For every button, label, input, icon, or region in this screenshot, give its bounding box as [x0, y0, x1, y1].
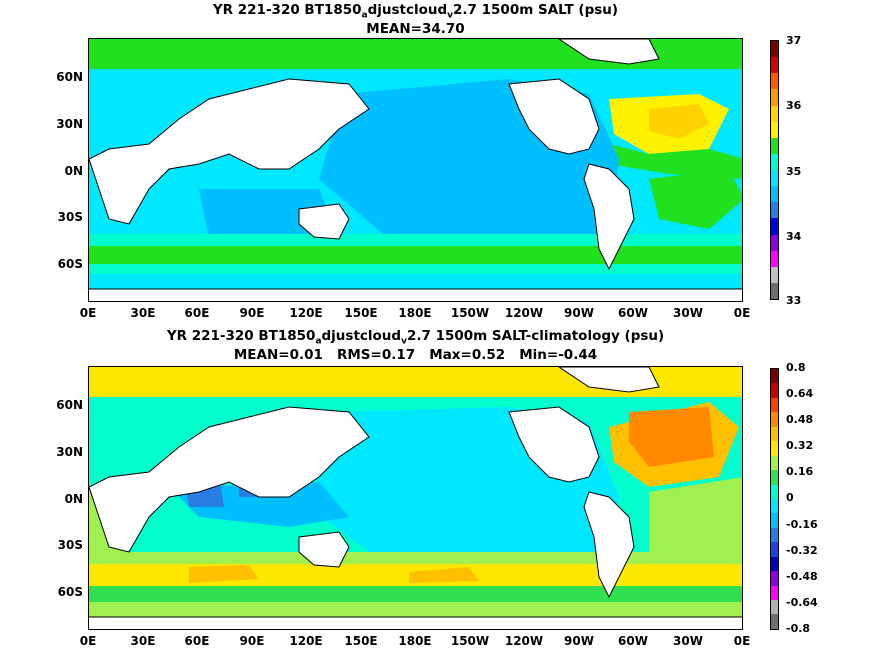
lon-label: 60E: [184, 634, 210, 648]
lon-label: 60W: [618, 634, 648, 648]
colorbar-segment: [771, 369, 778, 384]
colorbar-segment: [771, 266, 778, 283]
colorbar-segment: [771, 202, 778, 219]
colorbar-label: 0.8: [786, 361, 806, 374]
lat-label: 60N: [56, 398, 83, 412]
colorbar-segment: [771, 600, 778, 615]
panel-1-stats: MEAN=34.70: [366, 21, 465, 37]
lon-label: 150W: [450, 634, 490, 648]
colorbar-label: -0.64: [786, 596, 818, 609]
colorbar-segment: [771, 556, 778, 572]
lon-label: 120W: [504, 634, 544, 648]
lon-label: 60E: [184, 306, 210, 320]
colorbar-segment: [771, 234, 778, 251]
colorbar-segment: [771, 89, 778, 106]
colorbar-segment: [771, 137, 778, 154]
colorbar-segment: [771, 41, 778, 58]
lon-label: 0E: [79, 306, 97, 320]
colorbar-segment: [771, 470, 778, 485]
colorbar-label: 0.48: [786, 413, 814, 426]
colorbar-segment: [771, 498, 778, 514]
lat-label: 30N: [56, 445, 83, 459]
lon-label: 0E: [733, 306, 751, 320]
colorbar-label: -0.32: [786, 544, 818, 557]
lon-label: 120E: [289, 306, 323, 320]
colorbar-segment: [771, 527, 778, 543]
colorbar-segment: [771, 170, 778, 187]
lon-label: 90W: [564, 634, 594, 648]
lon-label: 0E: [79, 634, 97, 648]
lon-label: 90W: [564, 306, 594, 320]
colorbar-segment: [771, 218, 778, 235]
lon-label: 30W: [673, 306, 703, 320]
salinity-map: [88, 38, 743, 302]
colorbar-label: -0.48: [786, 570, 818, 583]
colorbar-label: -0.8: [786, 622, 811, 635]
colorbar-label: 0.32: [786, 439, 814, 452]
colorbar-label: -0.16: [786, 518, 818, 531]
lon-label: 180E: [398, 634, 432, 648]
lat-label: 0N: [64, 164, 83, 178]
lon-label: 150E: [344, 306, 378, 320]
colorbar-segment: [771, 426, 778, 442]
lon-label: 0E: [733, 634, 751, 648]
colorbar-label: 33: [786, 294, 802, 307]
colorbar-label: 0.16: [786, 465, 814, 478]
colorbar-segment: [771, 412, 778, 427]
lon-label: 60W: [618, 306, 648, 320]
colorbar-segment: [771, 585, 778, 600]
colorbar-segment: [771, 186, 778, 203]
lat-label: 0N: [64, 492, 83, 506]
colorbar-segment: [771, 282, 778, 299]
lon-label: 120W: [504, 306, 544, 320]
colorbar-segment: [771, 105, 778, 122]
lon-label: 90E: [239, 634, 265, 648]
colorbar-label: 35: [786, 165, 802, 178]
colorbar-segment: [771, 383, 778, 398]
lon-label: 30E: [130, 306, 156, 320]
lat-label: 60N: [56, 70, 83, 84]
lat-label: 60S: [57, 257, 83, 271]
lon-label: 30E: [130, 634, 156, 648]
lon-label: 30W: [673, 634, 703, 648]
colorbar-segment: [771, 571, 778, 586]
colorbar-segment: [771, 153, 778, 170]
lat-label: 30N: [56, 117, 83, 131]
panel-2-colorbar: [770, 368, 779, 630]
lon-label: 180E: [398, 306, 432, 320]
colorbar-segment: [771, 121, 778, 138]
panel-1-colorbar: [770, 40, 779, 300]
colorbar-label: 0.64: [786, 387, 814, 400]
lat-label: 30S: [57, 210, 83, 224]
panel-2-stats: MEAN=0.01 RMS=0.17 Max=0.52 Min=-0.44: [233, 347, 598, 363]
colorbar-segment: [771, 513, 778, 528]
salinity-anomaly-map: [88, 366, 743, 630]
colorbar-label: 36: [786, 99, 802, 112]
lat-label: 60S: [57, 585, 83, 599]
colorbar-label: 37: [786, 34, 802, 47]
colorbar-label: 34: [786, 230, 802, 243]
lon-label: 150E: [344, 634, 378, 648]
panel-2-title: YR 221-320 BT1850adjustcloudv2.7 1500m S…: [166, 328, 665, 347]
lon-label: 90E: [239, 306, 265, 320]
colorbar-segment: [771, 73, 778, 90]
lon-label: 120E: [289, 634, 323, 648]
colorbar-segment: [771, 57, 778, 74]
colorbar-segment: [771, 542, 778, 557]
lat-label: 30S: [57, 538, 83, 552]
panel-1-title: YR 221-320 BT1850adjustcloudv2.7 1500m S…: [212, 2, 619, 21]
colorbar-segment: [771, 441, 778, 456]
colorbar-segment: [771, 397, 778, 413]
colorbar-segment: [771, 484, 778, 499]
colorbar-segment: [771, 614, 778, 629]
colorbar-label: 0: [786, 491, 794, 504]
colorbar-segment: [771, 455, 778, 471]
lon-label: 150W: [450, 306, 490, 320]
colorbar-segment: [771, 250, 778, 267]
